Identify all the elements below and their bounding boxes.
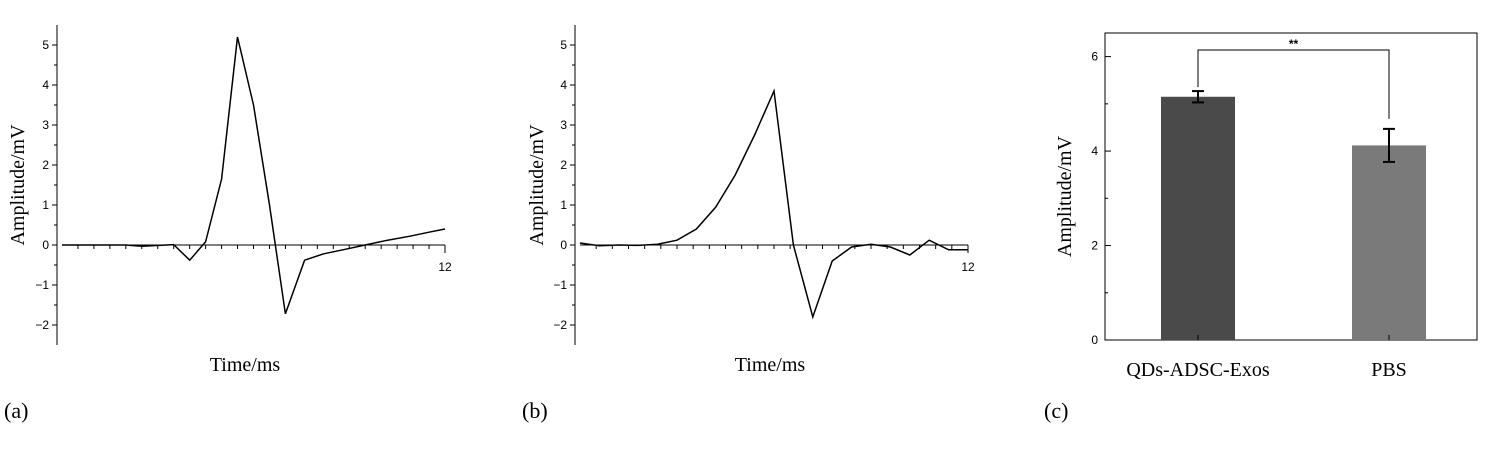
x-axis-title: Time/ms (735, 354, 806, 376)
y-tick-label: 4 (1091, 144, 1098, 158)
y-tick-label: −1 (35, 278, 49, 292)
panel-b-label: (b) (522, 398, 548, 423)
y-axis-title: Amplitude/mV (526, 124, 548, 246)
waveform-line (62, 36, 446, 315)
y-tick-label: 4 (42, 78, 49, 92)
x-tick-label: 12 (961, 260, 975, 274)
y-tick-label: 5 (560, 38, 567, 52)
y-tick-label: 6 (1091, 50, 1098, 64)
panel-a-label: (a) (4, 398, 28, 423)
y-tick-label: 3 (560, 118, 567, 132)
y-axis-title: Amplitude/mV (7, 124, 29, 246)
y-tick-label: −2 (553, 318, 567, 332)
x-tick-label: 12 (438, 260, 452, 274)
y-tick-label: 5 (42, 38, 49, 52)
significance-marker: ** (1289, 37, 1299, 51)
plot-frame (1104, 32, 1478, 341)
y-tick-label: 0 (560, 238, 567, 252)
bar (1352, 145, 1426, 340)
panel-c-label: (c) (1044, 398, 1068, 423)
x-category-label: PBS (1371, 359, 1407, 381)
y-tick-label: −2 (35, 318, 49, 332)
y-tick-label: 0 (1091, 333, 1098, 347)
y-tick-label: 1 (42, 198, 49, 212)
y-tick-label: 1 (560, 198, 567, 212)
waveform-line (579, 88, 968, 320)
x-category-label: QDs-ADSC-Exos (1126, 359, 1270, 381)
y-tick-label: 3 (42, 118, 49, 132)
y-tick-label: 0 (42, 238, 49, 252)
y-tick-label: 2 (42, 158, 49, 172)
y-tick-label: 2 (560, 158, 567, 172)
y-tick-label: 4 (560, 78, 567, 92)
y-tick-label: 2 (1091, 239, 1098, 253)
panel-c-bar-chart: 0 2 4 6 QDs-ADSC-Exos PBS ** Amplitude/mV (1054, 32, 1478, 381)
y-tick-label: −1 (553, 278, 567, 292)
significance-bracket (1197, 49, 1390, 119)
y-axis-title: Amplitude/mV (1054, 135, 1076, 257)
bar (1161, 96, 1235, 340)
x-axis-title: Time/ms (210, 354, 281, 376)
